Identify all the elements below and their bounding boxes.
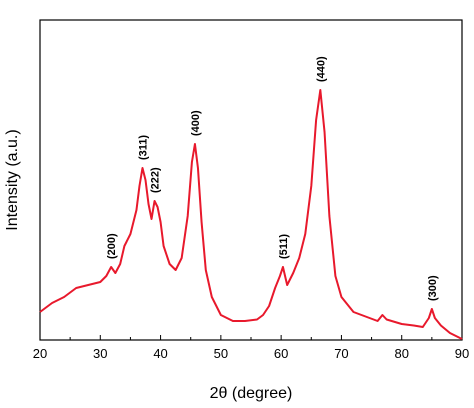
peak-label: (311) — [138, 135, 150, 160]
plot-frame — [39, 19, 463, 341]
x-axis-tick-labels: 20 30 40 50 60 70 80 90 — [33, 346, 469, 361]
x-tick-label: 40 — [153, 346, 167, 361]
peak-label: (200) — [106, 233, 118, 259]
y-axis-title: Intensity (a.u.) — [4, 129, 21, 230]
x-axis-title: 2θ (degree) — [210, 385, 293, 402]
series-layer — [39, 89, 463, 340]
x-tick-label: 70 — [334, 346, 348, 361]
x-tick-label: 90 — [455, 346, 469, 361]
peak-label: (511) — [278, 234, 290, 259]
peak-label: (440) — [315, 56, 327, 82]
peak-label: (400) — [190, 110, 202, 136]
peak-label: (300) — [427, 275, 439, 301]
peak-annotations: (200) (311)(222) (400) (511) (440) (300) — [106, 56, 439, 301]
x-tick-label: 50 — [214, 346, 228, 361]
plot-area-border — [39, 19, 463, 341]
x-tick-label: 80 — [394, 346, 408, 361]
xrd-pattern-line — [39, 89, 463, 340]
x-tick-label: 60 — [274, 346, 288, 361]
x-tick-label: 30 — [93, 346, 107, 361]
peak-label: (222) — [150, 167, 162, 193]
x-tick-label: 20 — [33, 346, 47, 361]
x-axis-ticks — [39, 335, 463, 340]
